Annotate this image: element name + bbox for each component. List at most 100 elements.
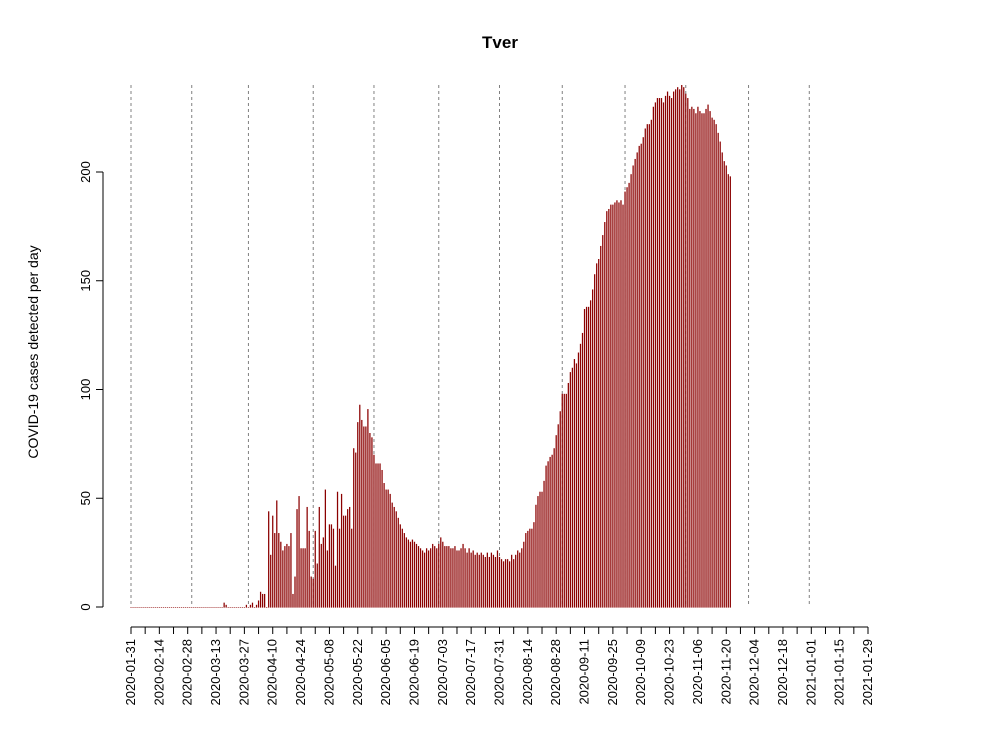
bar: [460, 548, 462, 608]
bar: [727, 174, 729, 608]
y-tick-label: 50: [78, 491, 93, 505]
bar: [608, 208, 610, 608]
bar: [251, 602, 254, 608]
bar: [624, 191, 626, 608]
bar: [551, 454, 553, 608]
bar: [432, 543, 434, 608]
bar: [577, 352, 580, 608]
bar: [630, 174, 632, 608]
bar: [255, 604, 258, 608]
bar: [373, 454, 375, 608]
bar: [685, 93, 687, 608]
bar: [494, 556, 497, 608]
bar: [725, 165, 727, 608]
bar: [589, 300, 592, 608]
bar: [519, 552, 521, 608]
bar: [138, 607, 140, 608]
bar: [442, 541, 444, 608]
bar: [243, 607, 246, 608]
bar: [152, 607, 154, 608]
bar: [474, 554, 476, 608]
x-tick-label: 2020-08-14: [520, 639, 535, 706]
bar: [547, 461, 549, 608]
bar: [535, 504, 537, 608]
x-tick-label: 2020-03-13: [208, 639, 223, 706]
bar: [357, 422, 359, 608]
bar: [709, 111, 711, 608]
bar: [150, 607, 152, 608]
bar: [587, 306, 590, 608]
bar: [225, 604, 227, 608]
bar: [598, 259, 600, 608]
bar: [480, 552, 482, 608]
bar: [472, 550, 474, 608]
y-axis-label: COVID-19 cases detected per day: [25, 245, 41, 458]
bar: [525, 533, 527, 608]
bar: [666, 91, 669, 608]
bar: [650, 119, 652, 608]
bar: [498, 556, 501, 608]
bar: [450, 548, 452, 608]
bar: [316, 563, 318, 608]
bar: [247, 607, 250, 608]
bar: [677, 87, 679, 608]
bar: [614, 202, 616, 608]
bar: [174, 607, 177, 608]
bar: [699, 111, 701, 608]
bar: [415, 543, 418, 608]
bar: [359, 404, 361, 608]
bar: [715, 124, 717, 608]
bar: [391, 502, 393, 608]
bar: [438, 543, 440, 608]
bar: [529, 528, 531, 608]
bar: [330, 524, 333, 608]
bar: [482, 554, 484, 608]
bar: [490, 552, 493, 608]
bar: [636, 152, 638, 608]
x-axis: 2020-01-31 2020-02-14 2020-02-28 2020-03-13…: [123, 626, 875, 706]
bar: [660, 98, 663, 608]
bar: [191, 607, 193, 608]
bar: [336, 491, 339, 608]
bar: [622, 204, 624, 608]
bar: [351, 528, 353, 608]
bar: [304, 548, 306, 608]
bar: [183, 607, 185, 608]
bar: [683, 87, 685, 608]
bar: [387, 489, 389, 608]
bar: [654, 102, 657, 608]
bar: [729, 176, 731, 608]
x-tick-label: 2020-05-08: [321, 639, 336, 706]
x-tick-label: 2020-07-17: [463, 639, 478, 706]
bar: [648, 124, 650, 608]
bar: [381, 469, 383, 608]
bar: [454, 546, 456, 608]
bar: [259, 591, 262, 608]
bar: [211, 607, 213, 608]
bar: [486, 552, 488, 608]
bar: [296, 509, 298, 608]
bar: [504, 559, 507, 608]
bar: [405, 537, 407, 608]
bar: [638, 145, 640, 608]
bar: [705, 108, 707, 608]
bar: [324, 489, 327, 608]
x-tick-label: 2020-02-14: [151, 639, 166, 706]
bar: [158, 607, 160, 608]
bar: [695, 113, 697, 608]
bar: [168, 607, 171, 608]
bar: [170, 607, 173, 608]
bar: [658, 98, 661, 608]
x-tick-label: 2020-04-10: [265, 639, 280, 706]
bar: [573, 359, 576, 608]
bar: [245, 604, 248, 608]
bar: [592, 289, 594, 608]
bar: [284, 546, 286, 608]
x-tick-label: 2020-12-04: [747, 639, 762, 706]
bar: [707, 104, 709, 608]
bar: [298, 496, 300, 608]
bar: [448, 546, 450, 608]
bar: [413, 541, 416, 608]
bar: [470, 552, 472, 608]
